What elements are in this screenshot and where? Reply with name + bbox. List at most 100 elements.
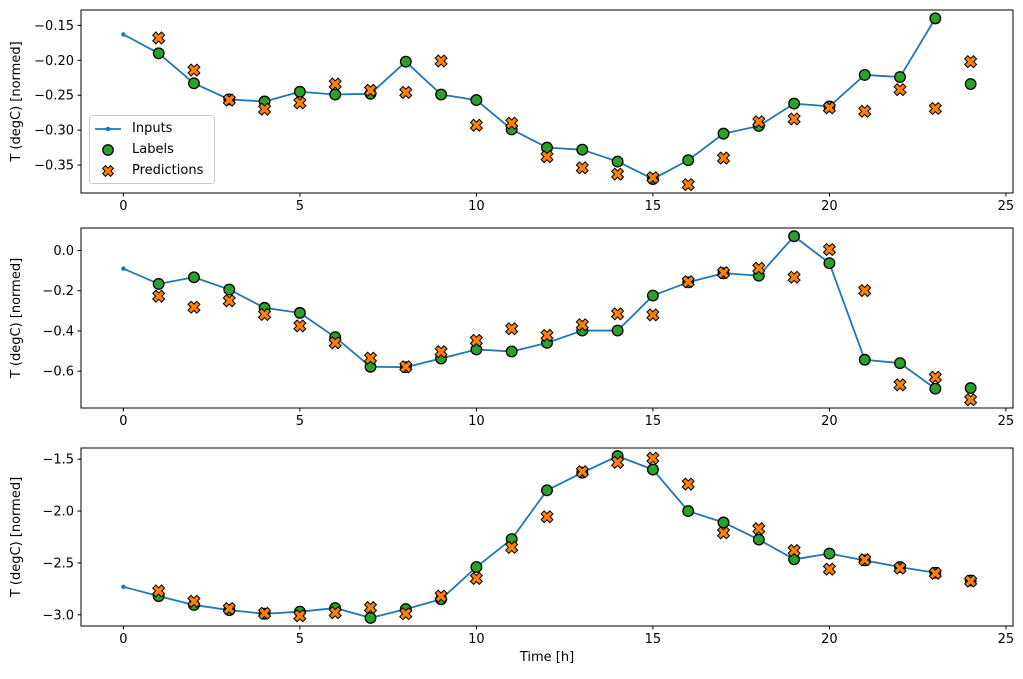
- predictions-marker: [716, 266, 731, 280]
- labels-marker: [435, 88, 448, 101]
- predictions-marker: [257, 606, 272, 620]
- labels-marker: [858, 69, 871, 81]
- predictions-marker: [540, 150, 554, 164]
- y-tick-label: −0.2: [42, 284, 74, 299]
- labels-marker: [823, 547, 836, 560]
- predictions-marker: [752, 261, 766, 275]
- y-tick-label: −0.6: [42, 365, 74, 380]
- predictions-marker: [787, 543, 801, 558]
- labels-marker: [611, 324, 624, 337]
- predictions-marker: [540, 328, 554, 343]
- predictions-marker: [575, 465, 589, 479]
- labels-marker: [788, 230, 801, 243]
- predictions-marker: [787, 270, 801, 284]
- labels-marker: [894, 71, 906, 84]
- x-tick-label: 0: [119, 199, 127, 214]
- x-tick-label: 5: [296, 632, 304, 647]
- ylabel-subplot-3: T (degC) [normed]: [9, 477, 24, 598]
- labels-marker: [646, 289, 659, 302]
- x-tick-label: 15: [645, 199, 662, 214]
- legend-item-inputs: Inputs: [90, 119, 214, 139]
- predictions-marker: [328, 77, 342, 91]
- predictions-marker: [575, 161, 589, 175]
- x-tick-label: 0: [119, 414, 127, 429]
- predictions-marker: [893, 82, 907, 97]
- predictions-marker: [822, 242, 837, 257]
- subplot-2: 0 5 10 15 20 25 0.0 −0.2 −0.4 −0.6: [42, 227, 1014, 429]
- predictions-marker: [293, 96, 307, 110]
- y-tick-label: −0.4: [42, 324, 74, 339]
- labels-marker: [293, 85, 306, 98]
- xlabel: Time [h]: [519, 650, 574, 665]
- labels-marker: [682, 154, 695, 167]
- predictions-marker: [469, 571, 484, 586]
- predictions-marker: [681, 177, 695, 192]
- inputs-line: [123, 235, 936, 390]
- predictions-marker: [363, 600, 378, 615]
- labels-marker: [788, 97, 801, 110]
- predictions-marker: [505, 540, 519, 555]
- legend-label-labels: Labels: [132, 142, 174, 157]
- predictions-marker: [187, 63, 201, 77]
- labels-marker: [329, 88, 342, 101]
- predictions-marker: [222, 93, 236, 107]
- predictions-marker: [858, 553, 872, 567]
- predictions-marker: [610, 307, 625, 321]
- x-tick-label: 25: [998, 199, 1015, 214]
- predictions-marker: [469, 333, 484, 348]
- x-tick-label: 0: [119, 632, 127, 647]
- labels-marker: [188, 77, 200, 90]
- predictions-marker: [434, 589, 448, 603]
- x-tick-label: 10: [468, 632, 485, 647]
- y-tick-label: −0.35: [34, 159, 74, 174]
- labels-marker: [858, 353, 871, 366]
- x-tick-label: 20: [821, 199, 838, 214]
- predictions-marker: [681, 275, 695, 289]
- subplot-3: 0 5 10 15 20 25 −1.5 −2.0 −2.5 −3.0: [42, 447, 1015, 647]
- labels-marker: [929, 12, 942, 25]
- predictions-marker: [787, 112, 801, 126]
- y-tick-label: −2.0: [42, 505, 74, 520]
- inputs-marker: [121, 266, 126, 271]
- predictions-marker: [152, 289, 166, 303]
- legend: Inputs Labels Predictions: [89, 115, 215, 184]
- predictions-marker: [257, 307, 272, 322]
- axes-frame: [80, 447, 1014, 627]
- inputs-line-icon: [90, 122, 126, 136]
- x-tick-label: 10: [468, 414, 485, 429]
- y-tick-label: −0.30: [34, 124, 74, 139]
- labels-marker: [717, 127, 730, 140]
- labels-marker: [823, 257, 836, 270]
- x-tick-label: 15: [645, 414, 662, 429]
- axes-frame: [80, 227, 1014, 409]
- predictions-marker: [434, 54, 448, 68]
- y-tick-label: 0.0: [53, 244, 74, 259]
- labels-marker: [152, 47, 165, 60]
- predictions-marker: [328, 606, 342, 620]
- ylabel-subplot-1: T (degC) [normed]: [9, 41, 24, 162]
- predictions-marker: [716, 151, 731, 165]
- labels-marker: [364, 611, 377, 624]
- predictions-marker: [858, 104, 872, 118]
- predictions-marker: [963, 393, 978, 407]
- predictions-marker: [822, 562, 837, 576]
- predictions-marker: [505, 322, 519, 336]
- predictions-marker: [610, 167, 625, 181]
- predictions-marker: [399, 607, 413, 621]
- x-tick-label: 10: [468, 199, 485, 214]
- predictions-marker: [328, 336, 342, 350]
- x-tick-label: 25: [998, 632, 1015, 647]
- inputs-line: [122, 17, 937, 180]
- y-tick-label: −3.0: [42, 608, 74, 623]
- predictions-marker: [540, 510, 554, 524]
- predictions-marker: [716, 526, 731, 540]
- y-tick-label: −0.15: [34, 19, 74, 34]
- predictions-marker: [363, 83, 378, 97]
- predictions-marker: [152, 31, 166, 45]
- labels-marker: [964, 78, 977, 90]
- y-tick-label: −0.20: [34, 54, 74, 69]
- labels-marker: [576, 143, 589, 156]
- predictions-marker: [928, 370, 942, 384]
- predictions-marker: [293, 609, 307, 623]
- predictions-x-icon: [90, 164, 126, 178]
